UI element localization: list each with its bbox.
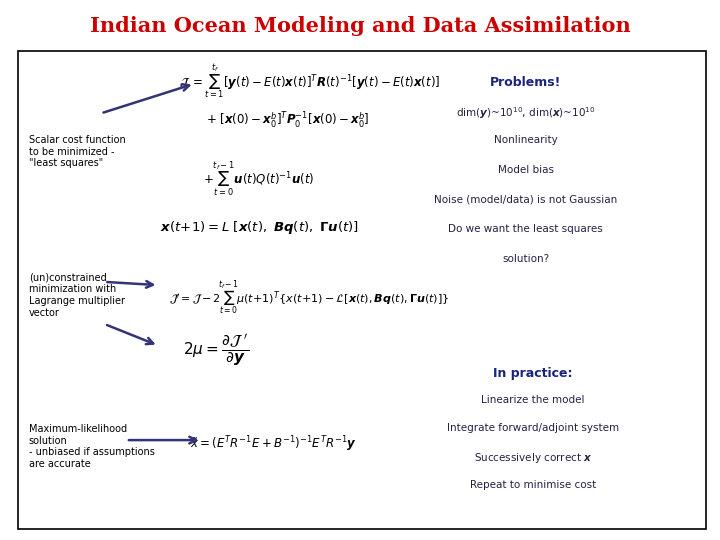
Text: $\mathcal{J}' = \mathcal{J} - 2\!\sum_{t=0}^{t_f-1}\!\mu(t\!+\!1)^T\{x(t\!+\!1)-: $\mathcal{J}' = \mathcal{J} - 2\!\sum_{t… (169, 278, 450, 316)
Text: Maximum-likelihood
solution
- unbiased if assumptions
are accurate: Maximum-likelihood solution - unbiased i… (29, 424, 155, 469)
Text: $\mathcal{J}\ =\sum_{t=1}^{t_f}[\boldsymbol{y}(t)-E(t)\boldsymbol{x}(t)]^T\bolds: $\mathcal{J}\ =\sum_{t=1}^{t_f}[\boldsym… (179, 62, 440, 100)
Text: Indian Ocean Modeling and Data Assimilation: Indian Ocean Modeling and Data Assimilat… (89, 16, 631, 36)
Text: Integrate forward/adjoint system: Integrate forward/adjoint system (446, 423, 619, 434)
Text: dim($\boldsymbol{y}$)~10$^{10}$, dim($\boldsymbol{x}$)~10$^{10}$: dim($\boldsymbol{y}$)~10$^{10}$, dim($\b… (456, 105, 595, 121)
Text: $\boldsymbol{x}(t\!+\!1) = \mathit{L}\ [\boldsymbol{x}(t),\ \boldsymbol{Bq}(t),\: $\boldsymbol{x}(t\!+\!1) = \mathit{L}\ [… (160, 219, 359, 235)
Text: $2\mu = \dfrac{\partial \mathcal{J}\ '}{\partial \boldsymbol{y}}$: $2\mu = \dfrac{\partial \mathcal{J}\ '}{… (183, 332, 249, 368)
Text: (un)constrained
minimization with
Lagrange multiplier
vector: (un)constrained minimization with Lagran… (29, 273, 125, 318)
Text: $\tilde{x} = (E^T R^{-1} E + B^{-1})^{-1} E^T R^{-1} \boldsymbol{y}$: $\tilde{x} = (E^T R^{-1} E + B^{-1})^{-1… (190, 435, 357, 454)
Text: Linearize the model: Linearize the model (481, 395, 585, 406)
Text: Problems!: Problems! (490, 76, 562, 89)
Text: Do we want the least squares: Do we want the least squares (449, 224, 603, 234)
Text: Successively correct $\boldsymbol{x}$: Successively correct $\boldsymbol{x}$ (474, 451, 592, 465)
Text: Nonlinearity: Nonlinearity (494, 135, 557, 145)
Text: In practice:: In practice: (493, 367, 572, 380)
Text: Model bias: Model bias (498, 165, 554, 175)
Text: Scalar cost function
to be minimized -
"least squares": Scalar cost function to be minimized - "… (29, 135, 125, 168)
Text: Noise (model/data) is not Gaussian: Noise (model/data) is not Gaussian (434, 194, 617, 205)
Text: solution?: solution? (502, 254, 549, 264)
Text: $+\ [\boldsymbol{x}(0)-\boldsymbol{x}_0^b]^T\boldsymbol{P}_0^{-1}[\boldsymbol{x}: $+\ [\boldsymbol{x}(0)-\boldsymbol{x}_0^… (206, 111, 370, 130)
Text: Repeat to minimise cost: Repeat to minimise cost (469, 480, 596, 490)
Text: $+\sum_{t=0}^{t_f-1}\boldsymbol{u}(t)Q(t)^{-1}\boldsymbol{u}(t)$: $+\sum_{t=0}^{t_f-1}\boldsymbol{u}(t)Q(t… (204, 159, 315, 198)
